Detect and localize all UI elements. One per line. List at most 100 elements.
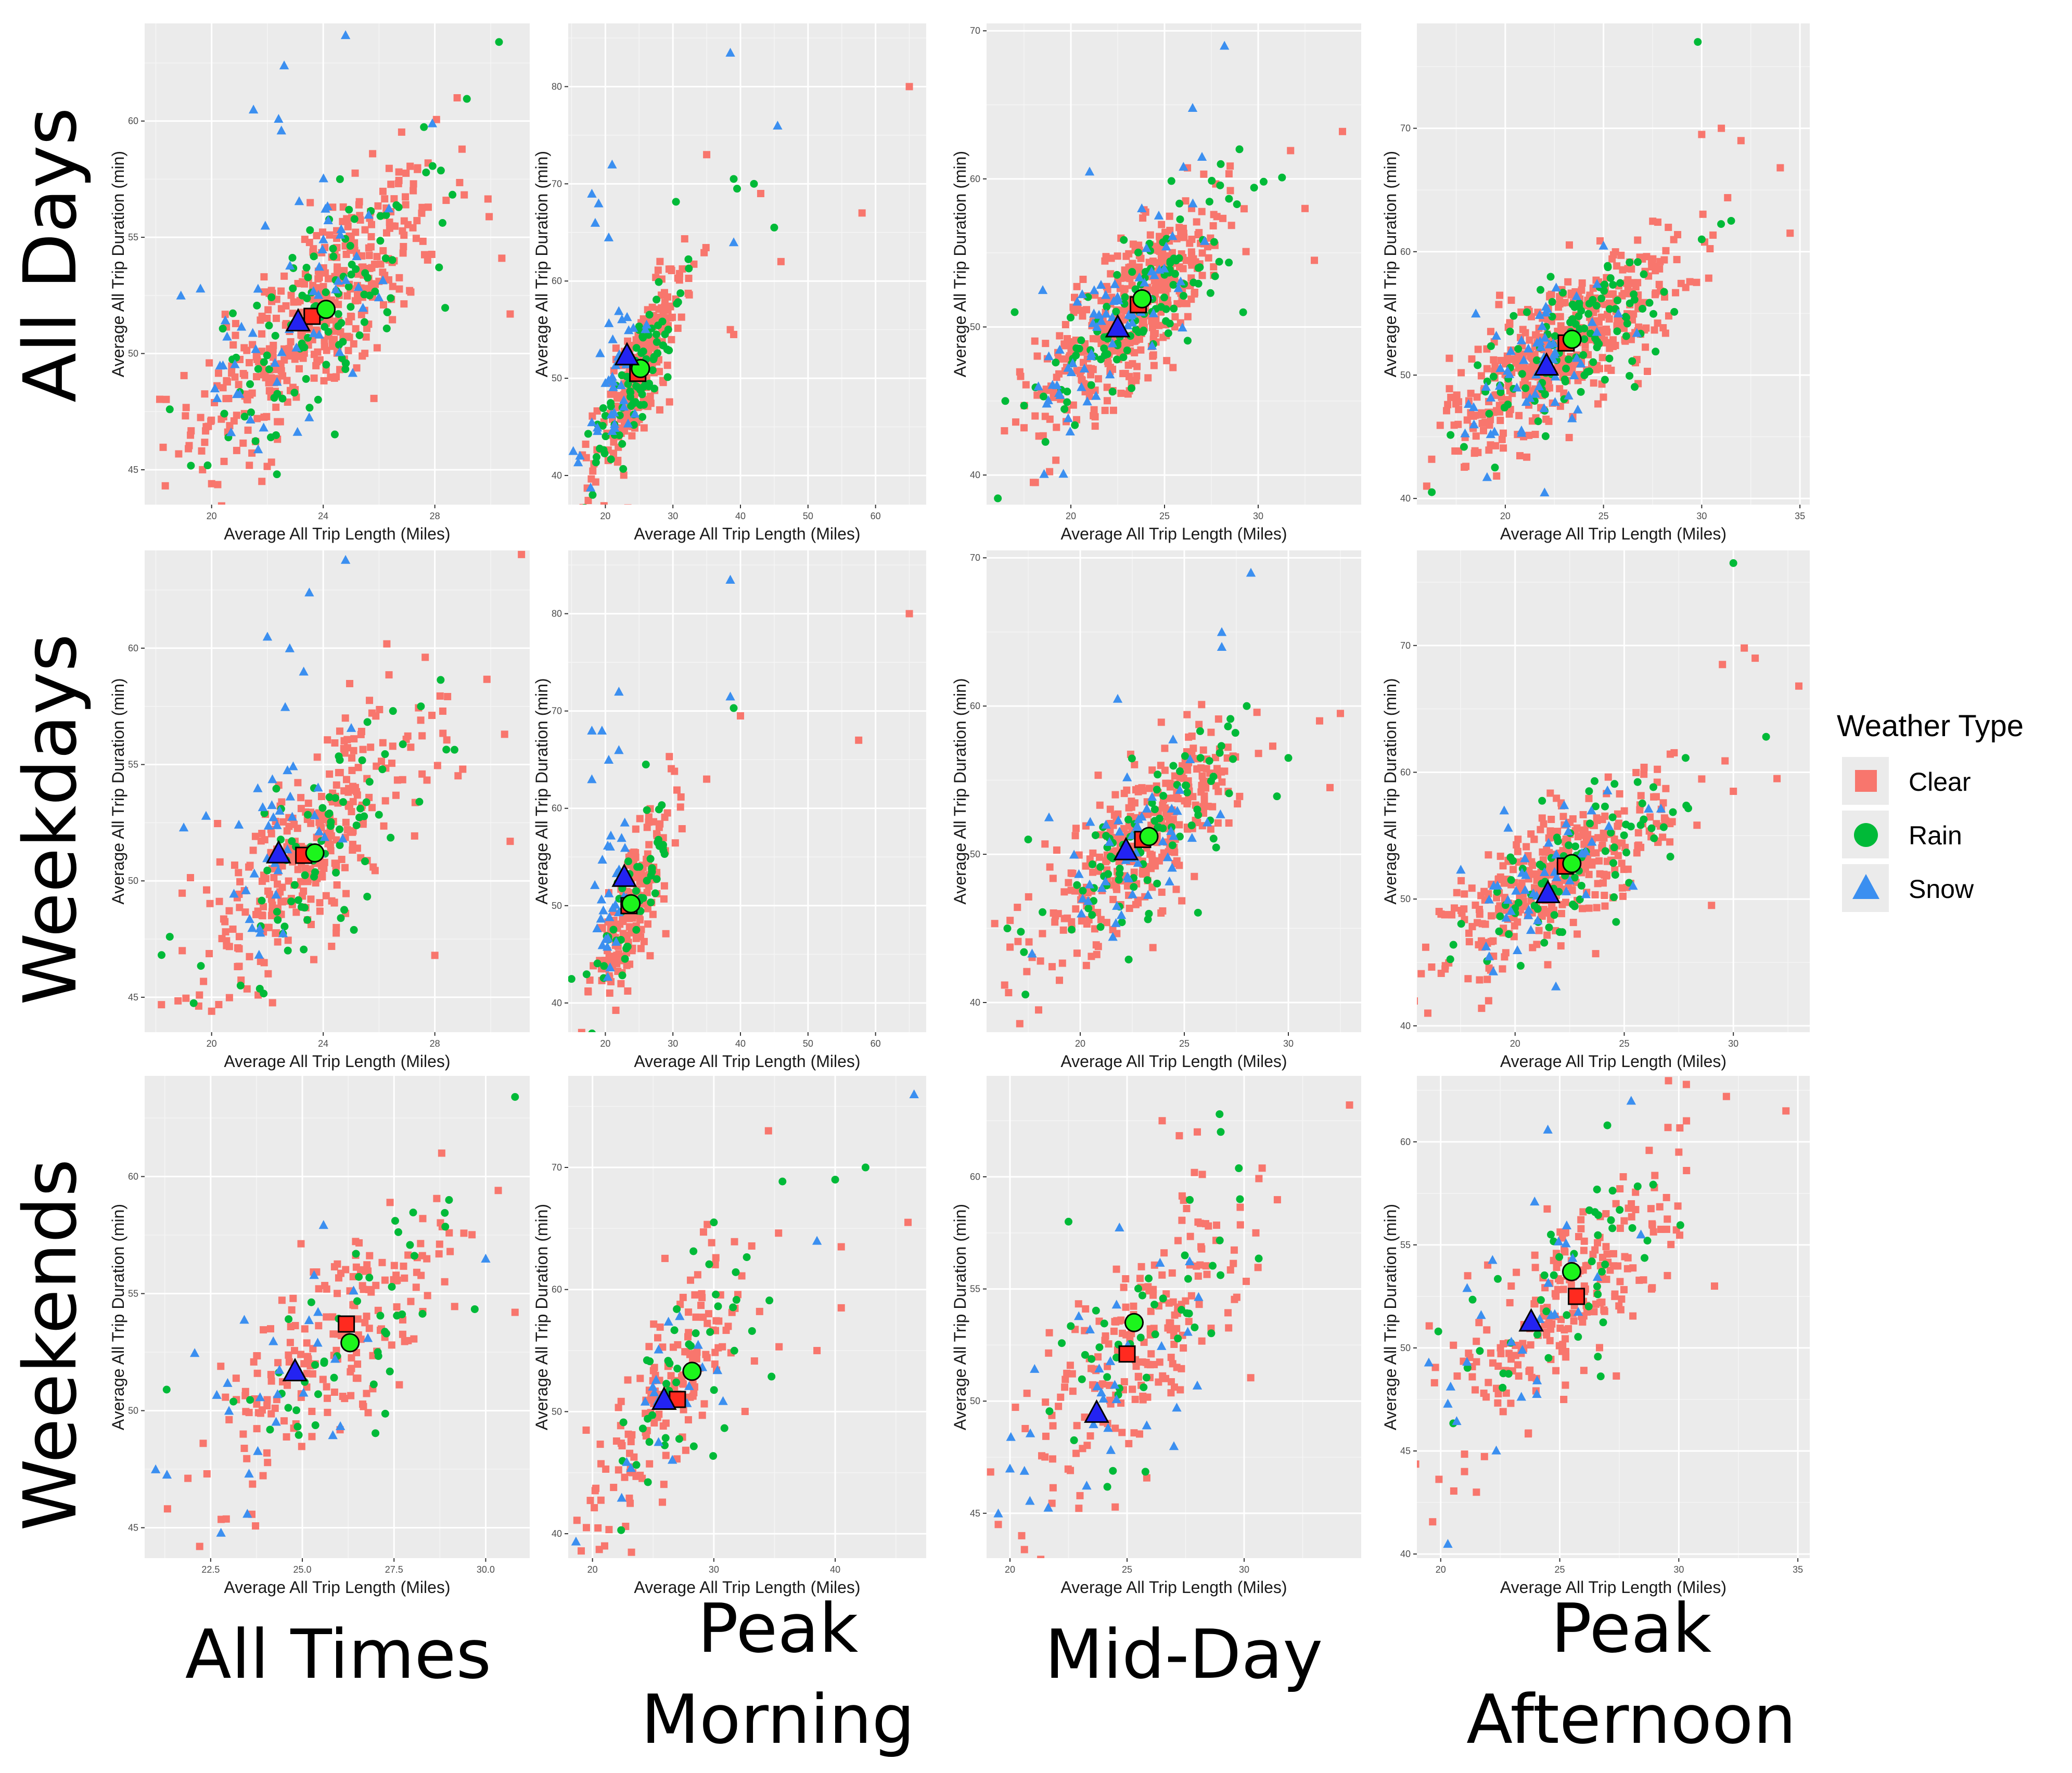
point-clear — [233, 446, 240, 454]
point-clear — [410, 1335, 418, 1343]
point-clear — [280, 272, 288, 280]
point-snow — [1134, 272, 1144, 281]
point-clear — [1693, 278, 1700, 286]
point-clear — [161, 482, 169, 490]
point-clear — [1489, 937, 1497, 945]
point-clear — [702, 1351, 710, 1358]
point-rain — [1003, 924, 1012, 933]
point-clear — [904, 1218, 912, 1226]
point-clear — [1499, 965, 1506, 973]
point-rain — [654, 838, 662, 846]
point-clear — [388, 1341, 395, 1349]
point-snow — [1217, 642, 1227, 651]
point-snow — [596, 914, 606, 923]
point-snow — [1105, 837, 1115, 846]
x-tick-label: 60 — [871, 511, 881, 521]
point-clear — [1131, 338, 1139, 345]
point-snow — [597, 725, 607, 735]
y-tick-label: 50 — [128, 349, 138, 359]
y-tick-label: 50 — [552, 373, 562, 383]
point-rain — [1128, 268, 1136, 276]
x-tick-label: 28 — [430, 1038, 440, 1049]
point-rain — [327, 818, 335, 826]
point-clear — [395, 168, 403, 176]
point-clear — [406, 162, 414, 170]
point-snow — [1077, 908, 1086, 918]
point-snow — [1175, 276, 1186, 286]
point-clear — [232, 1374, 240, 1382]
point-snow — [667, 1455, 677, 1464]
point-rain — [1217, 160, 1225, 168]
point-clear — [235, 933, 243, 941]
point-clear — [218, 502, 225, 505]
point-clear — [1668, 818, 1676, 826]
point-clear — [1092, 941, 1100, 949]
point-clear — [1519, 326, 1527, 333]
point-snow — [595, 348, 605, 357]
point-clear — [184, 1474, 192, 1482]
point-snow — [1058, 469, 1068, 478]
point-snow — [1516, 428, 1527, 437]
point-clear — [656, 258, 664, 265]
point-clear — [258, 911, 266, 919]
point-clear — [1146, 231, 1154, 239]
point-rain — [1175, 199, 1184, 208]
legend-rain-swatch — [1854, 823, 1878, 847]
point-rain — [1182, 781, 1191, 790]
point-snow — [1112, 693, 1123, 703]
point-clear — [1613, 262, 1621, 270]
point-clear — [389, 282, 397, 290]
point-clear — [342, 1266, 350, 1274]
point-rain — [1143, 876, 1152, 884]
point-snow — [611, 936, 621, 946]
point-clear — [1535, 927, 1543, 934]
point-clear — [1515, 364, 1523, 372]
point-snow — [1044, 812, 1054, 821]
point-clear — [613, 960, 621, 968]
point-rain — [278, 394, 287, 403]
point-rain — [1194, 279, 1203, 288]
point-snow — [1187, 103, 1198, 112]
point-clear — [813, 1347, 821, 1355]
point-clear — [279, 818, 287, 826]
point-snow — [1039, 469, 1049, 478]
point-snow — [1082, 396, 1092, 406]
point-rain — [1546, 273, 1555, 281]
point-clear — [454, 772, 462, 780]
point-clear — [1077, 306, 1084, 314]
point-snow — [1482, 472, 1492, 481]
point-clear — [336, 727, 343, 735]
point-snow — [299, 1387, 309, 1397]
point-rain — [332, 868, 340, 877]
point-clear — [268, 901, 276, 909]
point-rain — [280, 922, 289, 931]
point-clear — [363, 325, 370, 332]
point-rain — [320, 1357, 328, 1366]
point-snow — [313, 1307, 323, 1316]
x-axis-title: Average All Trip Length (Miles) — [634, 1578, 860, 1597]
point-clear — [324, 1408, 331, 1416]
point-clear — [246, 359, 253, 367]
point-clear — [1159, 333, 1167, 341]
point-clear — [627, 1437, 635, 1445]
point-rain — [1134, 328, 1143, 336]
mean-marker-rain — [1562, 854, 1582, 873]
point-clear — [1006, 917, 1014, 924]
point-snow — [605, 841, 615, 851]
point-clear — [1311, 256, 1318, 264]
point-clear — [1058, 959, 1066, 967]
point-snow — [1044, 351, 1054, 361]
point-snow — [253, 783, 263, 792]
point-clear — [1123, 882, 1131, 890]
point-clear — [1132, 786, 1140, 794]
point-clear — [1195, 721, 1203, 728]
point-clear — [330, 374, 338, 382]
point-clear — [1091, 413, 1099, 421]
point-snow — [1110, 279, 1120, 288]
point-clear — [278, 1296, 286, 1304]
point-clear — [1107, 270, 1115, 278]
point-clear — [636, 815, 644, 823]
point-rain — [1116, 869, 1124, 878]
point-snow — [1532, 338, 1542, 347]
